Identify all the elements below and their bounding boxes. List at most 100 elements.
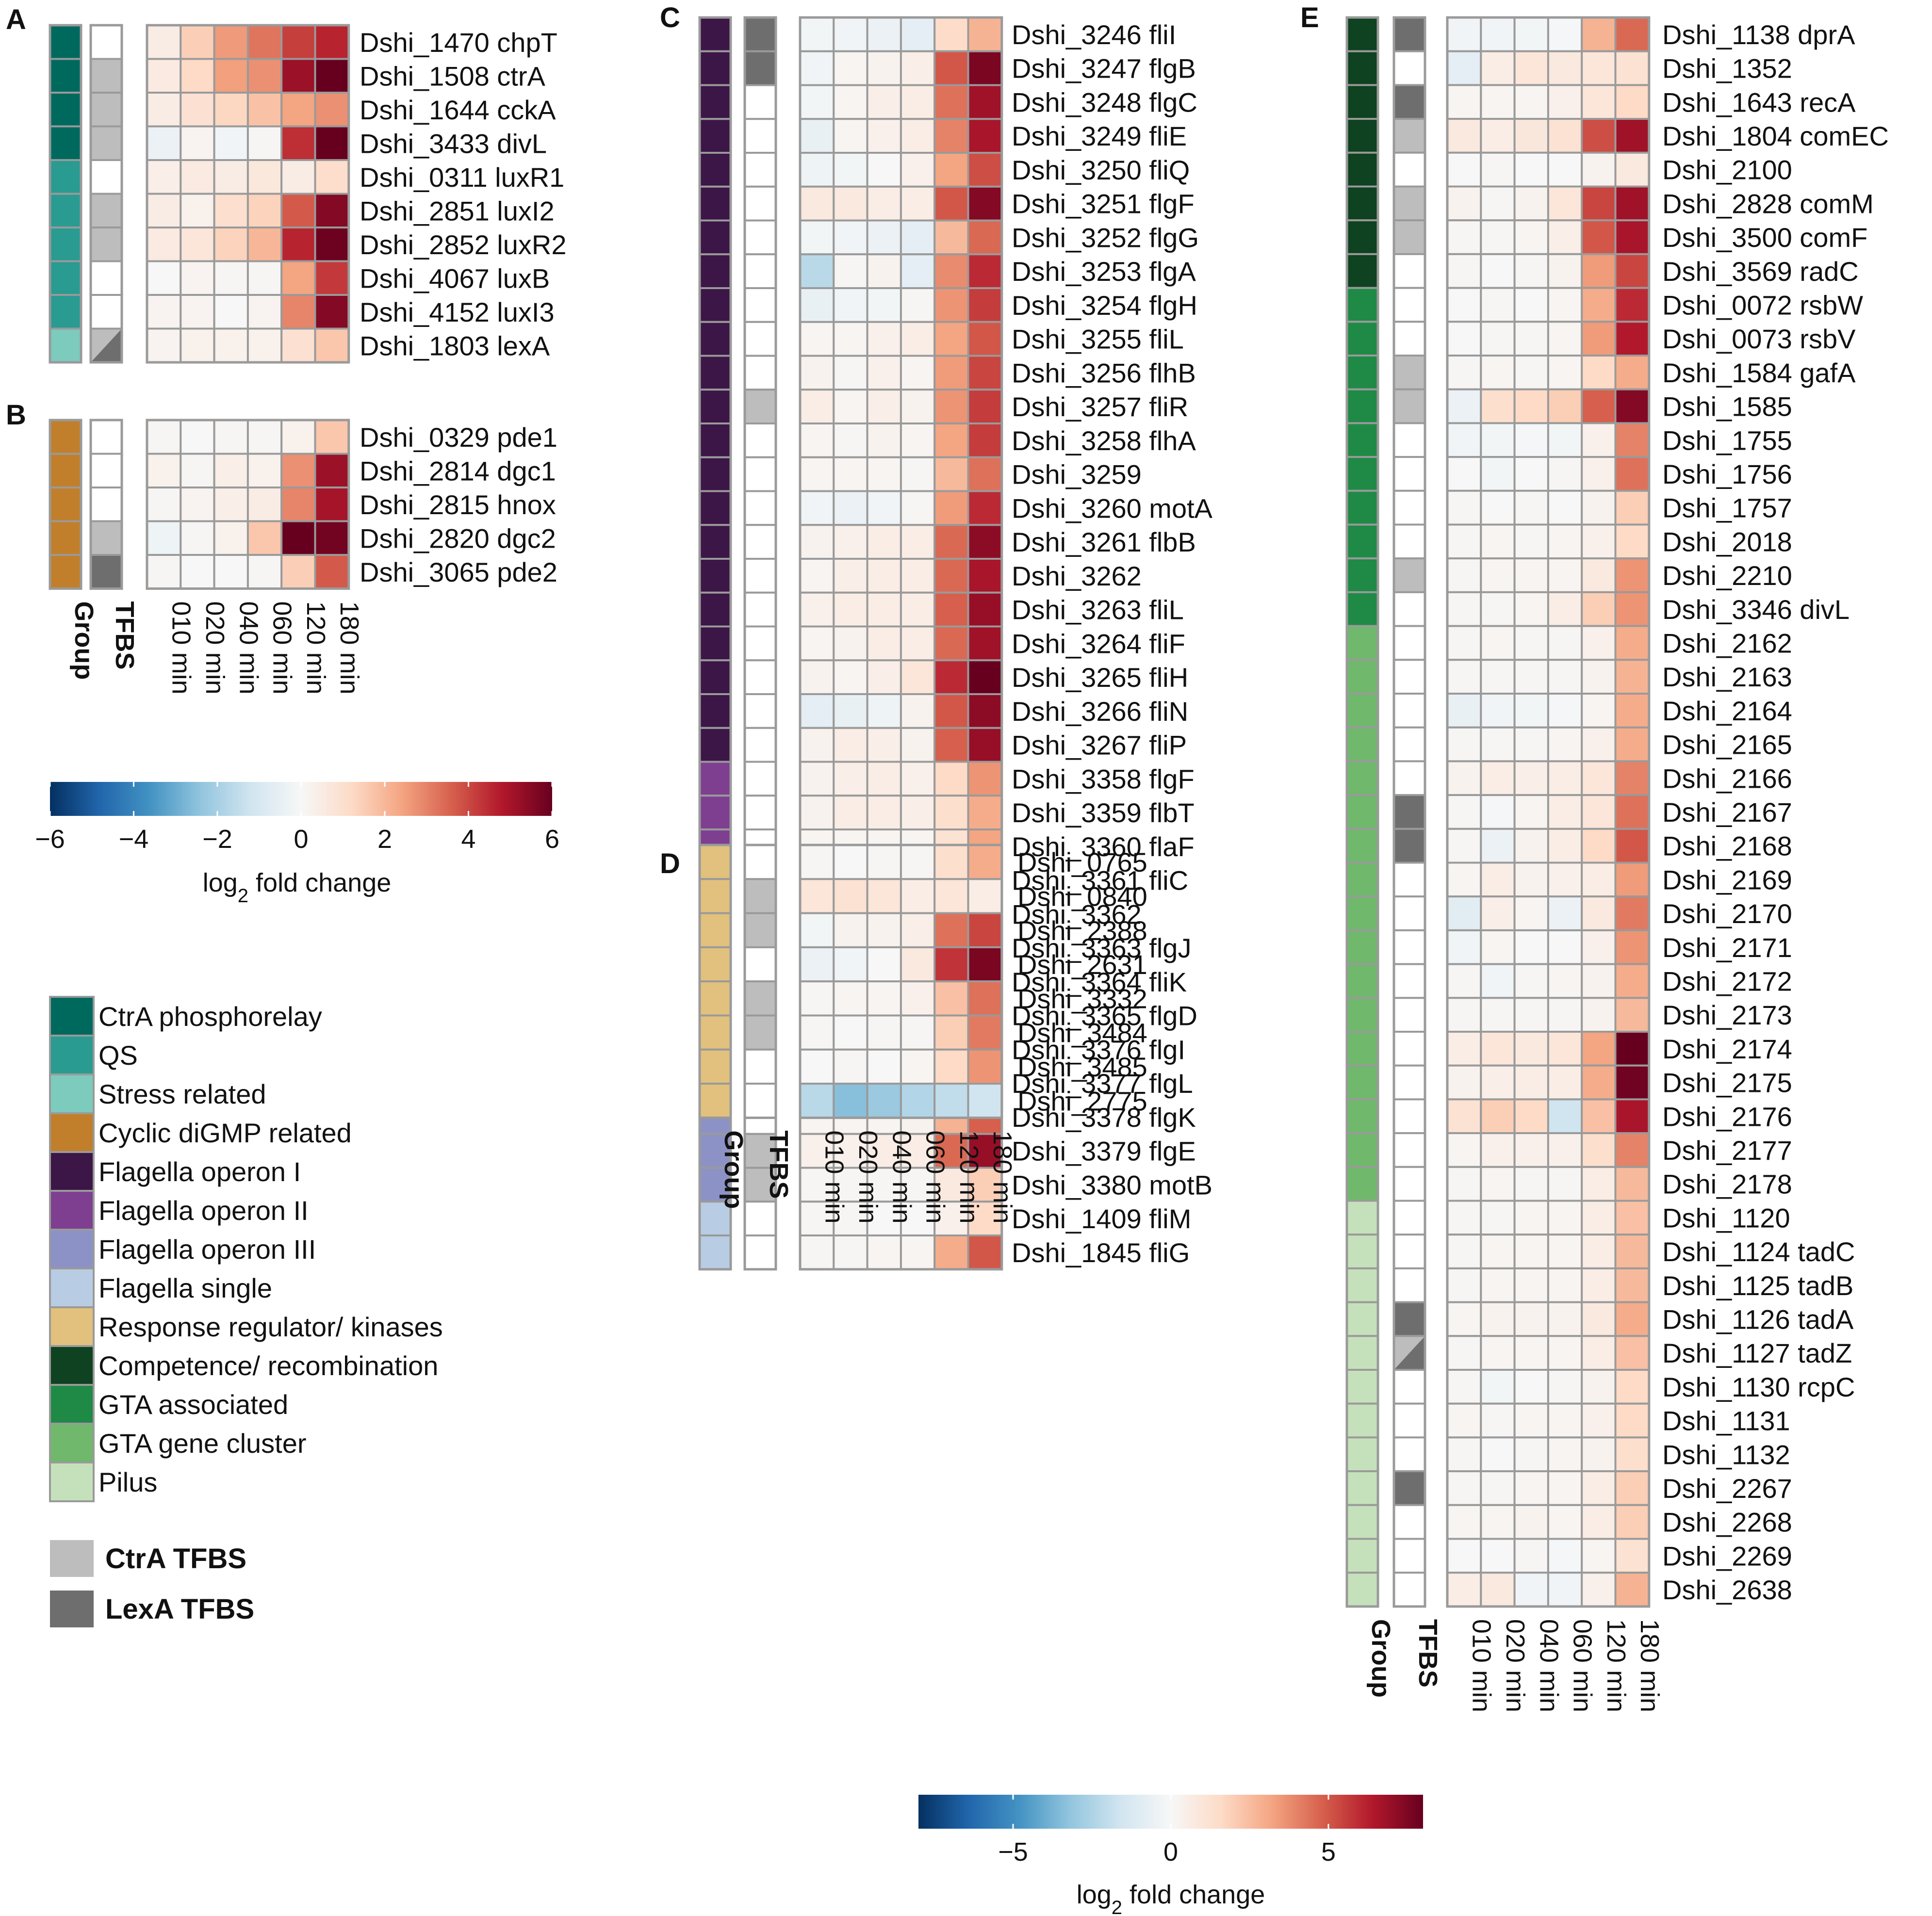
legend-label: Flagella operon III	[98, 1234, 316, 1265]
heatmap-cell	[866, 1014, 902, 1051]
heatmap-cell	[866, 287, 902, 323]
gene-label: Dshi_1644 cckA	[360, 95, 556, 125]
heatmap-cell	[1513, 760, 1549, 796]
heatmap-cell	[967, 253, 1003, 289]
heatmap-cell	[933, 50, 969, 86]
tfbs-cell	[90, 453, 123, 488]
legend-swatch	[49, 1306, 95, 1347]
heatmap-cell	[1480, 1098, 1516, 1135]
heatmap-cell	[1581, 895, 1617, 931]
heatmap-cell	[1513, 794, 1549, 830]
heatmap-cell	[1547, 253, 1583, 289]
heatmap-cell	[1547, 1369, 1583, 1405]
heatmap-cell	[1446, 625, 1482, 661]
heatmap-cell	[933, 185, 969, 222]
heatmap-cell	[1581, 1064, 1617, 1101]
heatmap-cell	[1547, 760, 1583, 796]
heatmap-cell	[180, 294, 215, 330]
heatmap-cell	[1480, 118, 1516, 154]
group-cell	[699, 118, 732, 154]
heatmap-cell	[180, 24, 215, 60]
tfbs-cell	[744, 389, 777, 424]
heatmap-cell	[1581, 219, 1617, 255]
heatmap-cell	[900, 912, 936, 948]
gene-label: Dshi_2177	[1662, 1135, 1792, 1166]
heatmap-frame	[146, 24, 350, 364]
heatmap-cell	[1614, 185, 1650, 222]
gene-label: Dshi_3257 fliR	[1012, 391, 1188, 422]
gene-label: Dshi_4152 luxI3	[360, 297, 555, 327]
heatmap-cell	[967, 185, 1003, 222]
heatmap-cell	[833, 152, 868, 188]
heatmap-cell	[1581, 523, 1617, 560]
heatmap-cell	[967, 1234, 1003, 1270]
heatmap-cell	[1446, 591, 1482, 627]
heatmap-cell	[967, 591, 1003, 628]
gene-label: Dshi_3254 flgH	[1012, 290, 1197, 321]
heatmap-cell	[1581, 1098, 1617, 1135]
heatmap-frame	[799, 844, 1003, 1119]
heatmap-cell	[1581, 591, 1617, 627]
tfbs-cell	[744, 355, 777, 391]
heatmap-cell	[1513, 118, 1549, 154]
gene-label: Dshi_2815 hnox	[360, 489, 556, 520]
heatmap-cell	[1446, 1031, 1482, 1067]
heatmap-cell	[1446, 895, 1482, 931]
heatmap-cell	[1513, 84, 1549, 120]
heatmap-cell	[1581, 760, 1617, 796]
heatmap-cell	[1581, 50, 1617, 86]
heatmap-cell	[180, 520, 215, 556]
heatmap-cell	[1446, 1335, 1482, 1371]
group-cell	[699, 659, 732, 695]
heatmap-cell	[246, 125, 283, 161]
heatmap-cell	[1547, 794, 1583, 830]
heatmap-cell	[280, 520, 316, 556]
heatmap-cell	[1480, 828, 1516, 864]
heatmap-cell	[213, 520, 249, 556]
heatmap-cell	[1581, 1200, 1617, 1236]
time-column-label: 040 min	[887, 1130, 916, 1223]
gene-label: Dshi_3359 flbT	[1012, 797, 1195, 828]
heatmap-cell	[1581, 1132, 1617, 1168]
group-cell	[699, 287, 732, 323]
heatmap-cell	[1614, 355, 1650, 390]
heatmap-cell	[1581, 456, 1617, 492]
panel-d: D Dshi_0765Dshi_0840Dshi_2388Dshi_2631Dsh…	[660, 844, 1147, 1224]
group-cell	[1346, 760, 1379, 796]
group-cell	[1346, 591, 1379, 627]
heatmap-cell	[280, 92, 316, 128]
heatmap-cell	[933, 558, 969, 594]
tfbs-cell	[744, 490, 777, 526]
gene-label: Dshi_2268	[1662, 1507, 1792, 1538]
heatmap-cell	[246, 92, 283, 128]
tfbs-frame	[1392, 16, 1426, 1608]
heatmap-cell	[213, 487, 249, 522]
heatmap-cell	[1513, 422, 1549, 458]
tfbs-cell	[744, 1014, 777, 1051]
gene-label: Dshi_2814 dgc1	[360, 455, 556, 486]
heatmap-cell	[799, 727, 835, 763]
heatmap-cell	[1480, 861, 1516, 898]
heatmap-cell	[799, 253, 835, 289]
heatmap-cell	[280, 125, 316, 161]
gene-label: Dshi_1584 gafA	[1662, 357, 1856, 388]
heatmap-cell	[799, 355, 835, 391]
heatmap-cell	[1547, 1470, 1583, 1506]
heatmap-cell	[1581, 557, 1617, 593]
heatmap-cell	[146, 487, 182, 522]
tfbs-cell-ctra-half	[91, 328, 122, 362]
heatmap-cell	[213, 193, 249, 228]
heatmap-cell	[900, 422, 936, 458]
heatmap-cell	[1581, 185, 1617, 222]
heatmap-cell	[1513, 388, 1549, 424]
gene-label: Dshi_3364 fliK	[1012, 967, 1187, 997]
heatmap-cell	[1614, 1064, 1650, 1101]
legend-swatch	[49, 1384, 95, 1425]
tfbs-cell	[1393, 659, 1426, 695]
group-cell	[1346, 489, 1379, 526]
group-cell	[1346, 253, 1379, 289]
gene-label: Dshi_2269	[1662, 1541, 1792, 1571]
gene-label: Dshi_3247 flgB	[1012, 53, 1196, 84]
heatmap-cell	[1614, 1098, 1650, 1135]
legend-swatch	[49, 1345, 95, 1386]
